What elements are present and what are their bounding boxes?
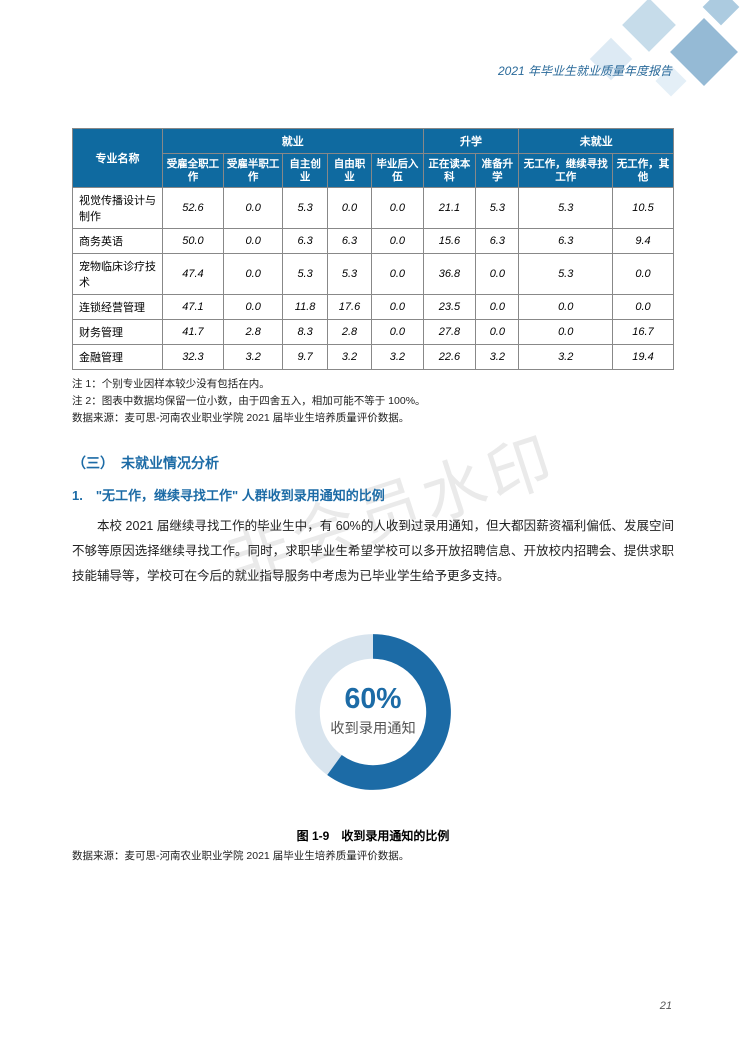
cell: 17.6 bbox=[327, 295, 371, 320]
donut-chart: 60% 收到录用通知 bbox=[72, 617, 674, 807]
col-4: 毕业后入伍 bbox=[372, 154, 423, 188]
cell: 2.8 bbox=[223, 320, 283, 345]
cell: 0.0 bbox=[372, 320, 423, 345]
donut-value: 60% bbox=[344, 683, 401, 715]
cell: 47.4 bbox=[163, 254, 224, 295]
cell: 2.8 bbox=[327, 320, 371, 345]
table-row: 连锁经营管理47.10.011.817.60.023.50.00.00.0 bbox=[73, 295, 674, 320]
table-row: 财务管理41.72.88.32.80.027.80.00.016.7 bbox=[73, 320, 674, 345]
cell: 0.0 bbox=[613, 295, 674, 320]
page-number: 21 bbox=[660, 1000, 672, 1012]
cell: 50.0 bbox=[163, 229, 224, 254]
cell: 11.8 bbox=[283, 295, 327, 320]
cell: 10.5 bbox=[613, 188, 674, 229]
cell: 8.3 bbox=[283, 320, 327, 345]
col-major: 专业名称 bbox=[73, 129, 163, 188]
cell: 21.1 bbox=[423, 188, 476, 229]
table-row: 商务英语50.00.06.36.30.015.66.36.39.4 bbox=[73, 229, 674, 254]
row-name: 视觉传播设计与制作 bbox=[73, 188, 163, 229]
col-2: 自主创业 bbox=[283, 154, 327, 188]
cell: 6.3 bbox=[476, 229, 519, 254]
note-source: 数据来源：麦可思-河南农业职业学院 2021 届毕业生培养质量评价数据。 bbox=[72, 410, 674, 427]
cell: 36.8 bbox=[423, 254, 476, 295]
row-name: 金融管理 bbox=[73, 345, 163, 370]
cell: 0.0 bbox=[372, 188, 423, 229]
row-name: 宠物临床诊疗技术 bbox=[73, 254, 163, 295]
row-name: 连锁经营管理 bbox=[73, 295, 163, 320]
cell: 0.0 bbox=[519, 320, 613, 345]
employment-table: 专业名称 就业 升学 未就业 受雇全职工作受雇半职工作自主创业自由职业毕业后入伍… bbox=[72, 128, 674, 370]
deco-square bbox=[622, 0, 676, 52]
cell: 5.3 bbox=[327, 254, 371, 295]
cell: 0.0 bbox=[223, 254, 283, 295]
cell: 5.3 bbox=[476, 188, 519, 229]
cell: 5.3 bbox=[283, 254, 327, 295]
colgroup-unemployed: 未就业 bbox=[519, 129, 674, 154]
note-2: 注 2：图表中数据均保留一位小数，由于四舍五入，相加可能不等于 100%。 bbox=[72, 393, 674, 410]
cell: 0.0 bbox=[223, 188, 283, 229]
section-subtitle: 1. "无工作，继续寻找工作" 人群收到录用通知的比例 bbox=[72, 485, 674, 504]
cell: 5.3 bbox=[283, 188, 327, 229]
row-name: 商务英语 bbox=[73, 229, 163, 254]
cell: 32.3 bbox=[163, 345, 224, 370]
cell: 22.6 bbox=[423, 345, 476, 370]
cell: 0.0 bbox=[476, 254, 519, 295]
cell: 3.2 bbox=[519, 345, 613, 370]
cell: 0.0 bbox=[613, 254, 674, 295]
col-1: 受雇半职工作 bbox=[223, 154, 283, 188]
cell: 0.0 bbox=[223, 229, 283, 254]
cell: 3.2 bbox=[476, 345, 519, 370]
cell: 0.0 bbox=[372, 254, 423, 295]
row-name: 财务管理 bbox=[73, 320, 163, 345]
col-6: 准备升学 bbox=[476, 154, 519, 188]
col-0: 受雇全职工作 bbox=[163, 154, 224, 188]
figure-source: 数据来源：麦可思-河南农业职业学院 2021 届毕业生培养质量评价数据。 bbox=[72, 848, 674, 863]
cell: 19.4 bbox=[613, 345, 674, 370]
cell: 5.3 bbox=[519, 254, 613, 295]
cell: 3.2 bbox=[223, 345, 283, 370]
col-5: 正在读本科 bbox=[423, 154, 476, 188]
cell: 23.5 bbox=[423, 295, 476, 320]
table-row: 金融管理32.33.29.73.23.222.63.23.219.4 bbox=[73, 345, 674, 370]
table-row: 视觉传播设计与制作52.60.05.30.00.021.15.35.310.5 bbox=[73, 188, 674, 229]
cell: 15.6 bbox=[423, 229, 476, 254]
col-3: 自由职业 bbox=[327, 154, 371, 188]
section-title: （三） 未就业情况分析 bbox=[72, 453, 674, 473]
cell: 6.3 bbox=[283, 229, 327, 254]
cell: 0.0 bbox=[372, 295, 423, 320]
cell: 9.7 bbox=[283, 345, 327, 370]
cell: 0.0 bbox=[476, 295, 519, 320]
cell: 0.0 bbox=[223, 295, 283, 320]
cell: 5.3 bbox=[519, 188, 613, 229]
cell: 0.0 bbox=[327, 188, 371, 229]
cell: 9.4 bbox=[613, 229, 674, 254]
cell: 47.1 bbox=[163, 295, 224, 320]
cell: 52.6 bbox=[163, 188, 224, 229]
colgroup-further: 升学 bbox=[423, 129, 519, 154]
page-header: 2021 年毕业生就业质量年度报告 bbox=[498, 62, 672, 79]
cell: 41.7 bbox=[163, 320, 224, 345]
donut-label: 收到录用通知 bbox=[330, 719, 416, 736]
table-notes: 注 1：个别专业因样本较少没有包括在内。 注 2：图表中数据均保留一位小数，由于… bbox=[72, 376, 674, 426]
cell: 3.2 bbox=[372, 345, 423, 370]
table-row: 宠物临床诊疗技术47.40.05.35.30.036.80.05.30.0 bbox=[73, 254, 674, 295]
note-1: 注 1：个别专业因样本较少没有包括在内。 bbox=[72, 376, 674, 393]
col-8: 无工作，其他 bbox=[613, 154, 674, 188]
page-content: 专业名称 就业 升学 未就业 受雇全职工作受雇半职工作自主创业自由职业毕业后入伍… bbox=[72, 128, 674, 863]
cell: 16.7 bbox=[613, 320, 674, 345]
cell: 3.2 bbox=[327, 345, 371, 370]
cell: 0.0 bbox=[476, 320, 519, 345]
cell: 6.3 bbox=[327, 229, 371, 254]
cell: 6.3 bbox=[519, 229, 613, 254]
colgroup-employed: 就业 bbox=[163, 129, 424, 154]
header-decoration bbox=[560, 0, 740, 120]
figure-caption: 图 1-9 收到录用通知的比例 bbox=[72, 827, 674, 844]
section-paragraph: 本校 2021 届继续寻找工作的毕业生中，有 60%的人收到过录用通知，但大都因… bbox=[72, 514, 674, 589]
cell: 27.8 bbox=[423, 320, 476, 345]
col-7: 无工作，继续寻找工作 bbox=[519, 154, 613, 188]
cell: 0.0 bbox=[372, 229, 423, 254]
cell: 0.0 bbox=[519, 295, 613, 320]
